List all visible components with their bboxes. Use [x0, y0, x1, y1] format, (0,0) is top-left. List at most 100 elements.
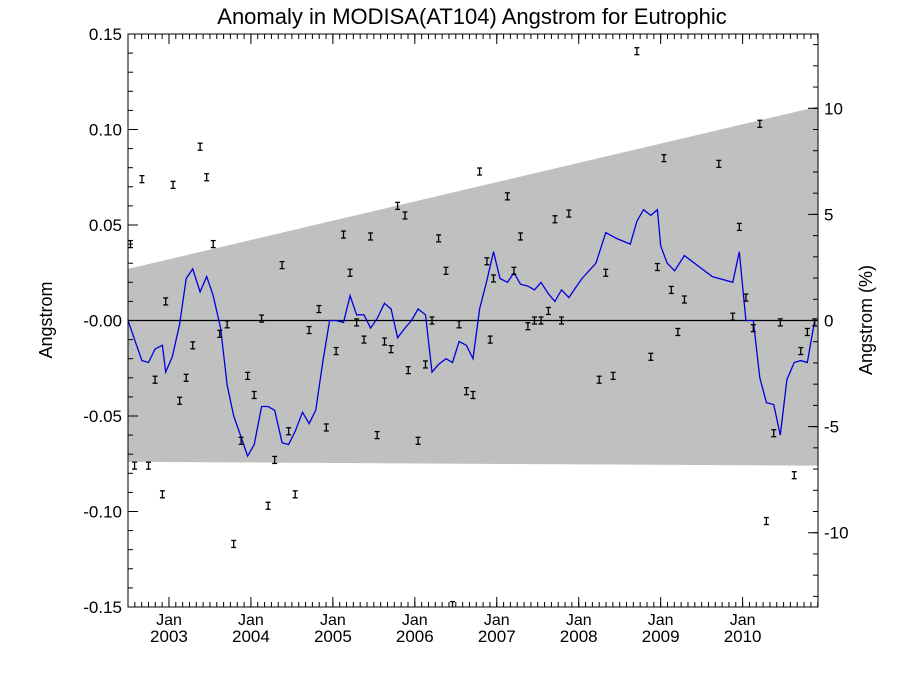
data-point [610, 371, 616, 381]
data-point [436, 234, 442, 243]
anomaly-line-series [128, 208, 816, 458]
data-point [152, 375, 158, 384]
x-tick-label-year: 2008 [560, 627, 598, 646]
data-point [661, 153, 667, 163]
data-point [259, 314, 265, 323]
data-point [361, 335, 367, 344]
data-point [341, 230, 347, 239]
data-point [415, 436, 421, 445]
data-point [804, 327, 810, 337]
data-point [405, 366, 411, 375]
data-point [777, 318, 783, 327]
x-tick-label-year: 2005 [314, 627, 352, 646]
data-point [504, 192, 510, 201]
data-point [596, 375, 602, 384]
anomaly-line [128, 208, 816, 458]
data-point [477, 167, 483, 176]
y-axis-left: 0.15 0.10 0.05 -0.00 -0.05 -0.10 -0.15 [83, 25, 138, 617]
data-point [316, 304, 322, 314]
data-point [163, 297, 169, 306]
y-right-tick-label: -10 [824, 524, 849, 543]
anomaly-points-series [128, 47, 818, 607]
data-point [681, 295, 687, 304]
y-tick-label: 0.10 [89, 121, 122, 140]
x-tick-label-month: Jan [238, 612, 264, 629]
data-point [224, 320, 230, 329]
data-point [429, 316, 435, 325]
data-point [177, 396, 183, 405]
data-point [388, 344, 394, 354]
data-point [374, 430, 380, 440]
y-right-tick-label: 10 [824, 99, 843, 118]
data-point [463, 387, 469, 396]
band-area [128, 106, 818, 466]
data-point [443, 266, 449, 275]
data-point [139, 175, 145, 184]
x-tick-label-month: Jan [730, 612, 756, 629]
data-point [603, 268, 609, 277]
data-point [245, 371, 251, 381]
data-point [675, 327, 681, 337]
data-point [231, 539, 237, 549]
data-point [771, 429, 777, 438]
data-point [736, 222, 742, 232]
data-point [286, 427, 292, 436]
data-point [511, 266, 517, 275]
data-point [634, 47, 640, 56]
data-point [159, 490, 165, 499]
data-point [559, 316, 565, 325]
data-point [525, 322, 531, 331]
data-point [145, 461, 151, 470]
data-point [456, 320, 462, 329]
data-point [531, 316, 537, 325]
data-point [170, 180, 176, 190]
data-point [347, 268, 353, 277]
data-point [333, 346, 339, 356]
y-tick-label: 0.15 [89, 25, 122, 44]
data-point [354, 318, 360, 327]
data-point [238, 436, 244, 445]
y-tick-label: -0.05 [83, 407, 122, 426]
data-point [487, 335, 493, 344]
data-point [538, 316, 544, 325]
x-tick-label-month: Jan [320, 612, 346, 629]
x-tick-label-year: 2010 [724, 627, 762, 646]
x-tick-label-month: Jan [566, 612, 592, 629]
x-tick-label-year: 2006 [396, 627, 434, 646]
data-point [668, 285, 674, 295]
data-point [490, 274, 496, 283]
y-tick-label: -0.00 [83, 312, 122, 331]
data-point [757, 119, 763, 128]
y-tick-label: 0.05 [89, 216, 122, 235]
data-point [197, 142, 203, 151]
y-tick-label: -0.10 [83, 503, 122, 522]
data-point [183, 373, 189, 382]
data-point [654, 262, 660, 272]
data-point [470, 390, 476, 400]
data-point [552, 215, 558, 224]
data-point [450, 600, 456, 607]
y-right-tick-label: 0 [824, 312, 833, 331]
data-point [292, 490, 298, 499]
data-point [648, 352, 654, 361]
y-axis-label-left: Angstrom [36, 281, 56, 358]
data-point [750, 323, 756, 333]
data-point [381, 337, 387, 346]
data-point [763, 516, 769, 526]
data-point [545, 306, 551, 316]
x-axis: Jan2003Jan2004Jan2005Jan2006Jan2007Jan20… [127, 34, 819, 646]
data-point [368, 232, 374, 241]
y-axis-right: 10 5 0 -5 -10 [808, 44, 849, 597]
data-point [518, 232, 524, 241]
y-tick-label: -0.15 [83, 598, 122, 617]
data-point [190, 341, 196, 350]
data-point [566, 209, 572, 218]
data-point [210, 239, 216, 249]
x-tick-label-month: Jan [484, 612, 510, 629]
data-point [798, 346, 804, 356]
data-point [217, 329, 223, 339]
data-point [306, 325, 312, 335]
data-point [402, 211, 408, 220]
data-point [251, 390, 257, 400]
